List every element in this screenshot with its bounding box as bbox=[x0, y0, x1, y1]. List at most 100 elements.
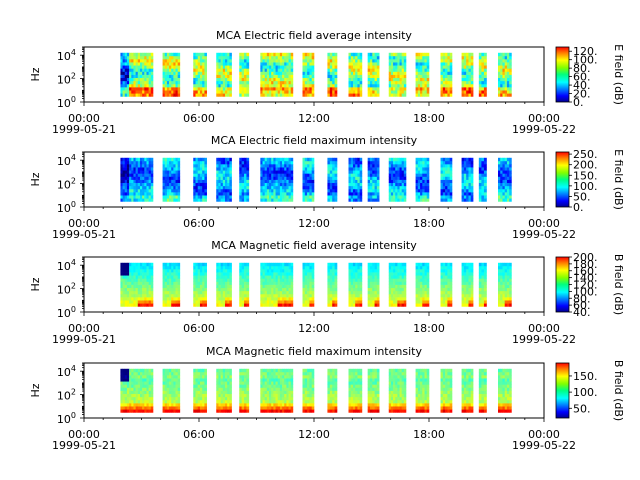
spectrogram-cell bbox=[509, 52, 512, 57]
spectrogram-cell bbox=[483, 52, 487, 57]
spectrogram-cell bbox=[175, 80, 178, 85]
spectrogram-cell bbox=[239, 74, 242, 79]
spectrogram-cell bbox=[327, 157, 331, 162]
spectrogram-cell bbox=[164, 275, 168, 279]
spectrogram-cell bbox=[290, 284, 294, 289]
spectrogram-cell bbox=[137, 393, 141, 398]
spectrogram-cell bbox=[173, 90, 176, 94]
spectrogram-cell bbox=[148, 188, 152, 193]
spectrogram-cell bbox=[133, 157, 136, 162]
spectrogram-cell bbox=[171, 278, 174, 282]
spectrogram-cell bbox=[120, 192, 123, 196]
spectrogram-cell bbox=[374, 275, 378, 279]
spectrogram-cell bbox=[302, 265, 306, 270]
spectrogram-cell bbox=[241, 65, 245, 69]
spectrogram-cell bbox=[348, 74, 352, 79]
spectrogram-cell bbox=[216, 192, 219, 196]
spectrogram-cell bbox=[262, 265, 265, 270]
spectrogram-cell bbox=[309, 284, 312, 289]
spectrogram-cell bbox=[220, 303, 224, 307]
spectrogram-cell bbox=[359, 74, 363, 79]
spectrogram-cell bbox=[302, 281, 306, 285]
spectrogram-cell bbox=[466, 173, 469, 177]
spectrogram-cell bbox=[329, 71, 333, 75]
spectrogram-cell bbox=[164, 281, 168, 285]
spectrogram-cell bbox=[218, 293, 221, 298]
spectrogram-cell bbox=[348, 284, 352, 289]
spectrogram-cell bbox=[246, 303, 250, 307]
spectrogram-cell bbox=[162, 55, 166, 60]
spectrogram-cell bbox=[470, 290, 474, 295]
spectrogram-cell bbox=[355, 179, 358, 184]
spectrogram-cell bbox=[403, 269, 407, 273]
spectrogram-cell bbox=[415, 272, 419, 276]
spectrogram-cell bbox=[307, 62, 310, 66]
spectrogram-cell bbox=[124, 375, 128, 379]
spectrogram-cell bbox=[286, 176, 289, 180]
spectrogram-cell bbox=[395, 188, 398, 193]
spectrogram-cell bbox=[390, 179, 394, 184]
spectrogram-cell bbox=[334, 164, 338, 168]
spectrogram-cell bbox=[288, 262, 292, 267]
spectrogram-cell bbox=[334, 275, 338, 279]
spectrogram-cell bbox=[369, 68, 373, 72]
spectrogram-cell bbox=[327, 87, 331, 91]
spectrogram-cell bbox=[193, 74, 196, 79]
spectrogram-cell bbox=[216, 160, 219, 165]
spectrogram-cell bbox=[327, 303, 331, 307]
spectrogram-cell bbox=[426, 87, 430, 91]
spectrogram-cell bbox=[239, 157, 242, 162]
spectrogram-cell bbox=[509, 65, 512, 69]
spectrogram-cell bbox=[164, 284, 168, 289]
spectrogram-cell bbox=[227, 59, 230, 63]
spectrogram-cell bbox=[390, 77, 394, 82]
spectrogram-cell bbox=[142, 265, 145, 270]
spectrogram-cell bbox=[311, 160, 315, 165]
spectrogram-cell bbox=[304, 52, 308, 57]
spectrogram-cell bbox=[222, 93, 226, 97]
spectrogram-cell bbox=[302, 170, 306, 174]
spectrogram-cell bbox=[399, 65, 402, 69]
spectrogram-cell bbox=[124, 409, 128, 413]
spectrogram-cell bbox=[133, 160, 136, 165]
colorbar-label: E field (dB) bbox=[612, 44, 625, 105]
spectrogram-cell bbox=[284, 281, 287, 285]
spectrogram-cell bbox=[309, 269, 312, 273]
spectrogram-cell bbox=[348, 281, 352, 285]
spectrogram-cell bbox=[401, 287, 405, 292]
spectrogram-cell bbox=[222, 272, 226, 276]
spectrogram-cell bbox=[202, 188, 205, 193]
spectrogram-cell bbox=[142, 65, 145, 69]
spectrogram-cell bbox=[204, 284, 207, 289]
spectrogram-cell bbox=[332, 59, 335, 63]
spectrogram-cell bbox=[177, 303, 181, 307]
spectrogram-cell bbox=[229, 93, 232, 97]
spectrogram-cell bbox=[449, 87, 453, 91]
spectrogram-cell bbox=[424, 164, 428, 168]
spectrogram-cell bbox=[327, 293, 331, 298]
spectrogram-cell bbox=[193, 300, 196, 304]
spectrogram-cell bbox=[216, 173, 219, 177]
spectrogram-cell bbox=[332, 52, 335, 57]
spectrogram-cell bbox=[222, 74, 226, 79]
spectrogram-cell bbox=[424, 179, 428, 184]
spectrogram-cell bbox=[422, 265, 425, 270]
spectrogram-cell bbox=[502, 272, 506, 276]
spectrogram-cell bbox=[199, 303, 203, 307]
spectrogram-cell bbox=[327, 176, 331, 180]
spectrogram-cell bbox=[169, 195, 172, 199]
spectrogram-cell bbox=[139, 185, 143, 190]
spectrogram-cell bbox=[197, 87, 201, 91]
spectrogram-cell bbox=[164, 303, 168, 307]
spectrogram-cell bbox=[225, 68, 228, 72]
spectrogram-cell bbox=[415, 59, 419, 63]
spectrogram-cell bbox=[227, 93, 230, 97]
spectrogram-cell bbox=[290, 290, 294, 295]
spectrogram-cell bbox=[327, 300, 331, 304]
spectrogram-cell bbox=[288, 176, 292, 180]
spectrogram-cell bbox=[506, 278, 510, 282]
spectrogram-cell bbox=[478, 157, 482, 162]
spectrogram-cell bbox=[506, 90, 510, 94]
spectrogram-cell bbox=[327, 281, 331, 285]
spectrogram-cell bbox=[355, 281, 358, 285]
